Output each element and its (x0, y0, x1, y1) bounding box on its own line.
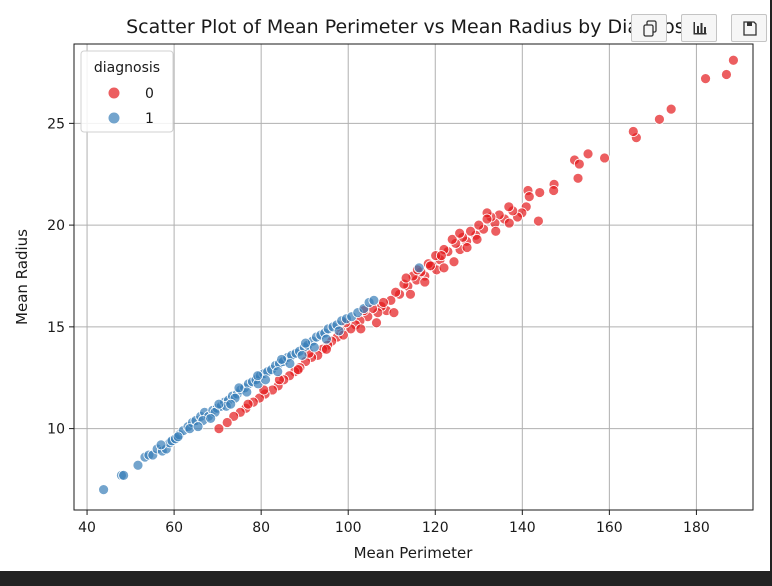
x-tick-label: 140 (509, 520, 536, 536)
scatter-point-diagnosis-0 (728, 54, 739, 66)
copy-button[interactable] (631, 14, 667, 42)
legend-title: diagnosis (94, 60, 160, 76)
scatter-point-diagnosis-1 (98, 484, 109, 496)
scatter-point-diagnosis-0 (228, 410, 240, 422)
legend-box (80, 50, 174, 133)
scatter-point-diagnosis-1 (308, 341, 320, 353)
y-tick-label: 10 (47, 422, 65, 438)
scatter-point-diagnosis-0 (700, 73, 711, 84)
y-axis-label: Mean Radius (13, 229, 31, 325)
legend: diagnosis 0 1 (80, 50, 174, 133)
scatter-point-diagnosis-1 (321, 333, 332, 345)
scatter-point-diagnosis-0 (371, 317, 382, 329)
scatter-point-diagnosis-1 (368, 295, 380, 306)
scatter-point-diagnosis-0 (665, 103, 677, 115)
scatter-point-diagnosis-0 (321, 343, 332, 355)
x-tick-label: 180 (683, 520, 710, 536)
scatter-point-diagnosis-0 (242, 398, 254, 410)
scatter-point-diagnosis-0 (533, 215, 544, 227)
scatter-point-diagnosis-0 (213, 423, 225, 435)
scatter-point-diagnosis-0 (548, 185, 560, 196)
scatter-point-diagnosis-1 (252, 370, 264, 382)
scatter-point-diagnosis-1 (413, 262, 425, 274)
save-button[interactable] (731, 14, 767, 42)
scatter-point-diagnosis-0 (454, 227, 466, 239)
scatter-point-diagnosis-0 (435, 250, 447, 262)
scatter-point-diagnosis-1 (213, 398, 225, 410)
y-axis-ticks: 10 15 20 25 (47, 116, 74, 438)
scatter-point-diagnosis-0 (599, 152, 610, 164)
scatter-point-diagnosis-0 (654, 113, 665, 125)
scatter-point-diagnosis-1 (333, 325, 345, 337)
scatter-point-diagnosis-0 (448, 256, 460, 268)
scatter-point-diagnosis-1 (300, 337, 311, 349)
legend-label-0: 0 (145, 86, 154, 102)
scatter-point-diagnosis-1 (272, 366, 284, 378)
scatter-point-diagnosis-0 (503, 201, 515, 213)
chart-icon (693, 22, 707, 35)
scatter-point-diagnosis-0 (425, 260, 436, 272)
scatter-point-diagnosis-1 (118, 470, 130, 481)
scatter-point-diagnosis-0 (572, 172, 584, 184)
x-tick-label: 100 (335, 520, 362, 536)
scatter-point-diagnosis-0 (438, 262, 450, 274)
scatter-point-diagnosis-0 (473, 219, 485, 231)
x-axis-label: Mean Perimeter (354, 544, 474, 562)
scatter-point-diagnosis-0 (582, 148, 594, 160)
plot-frame (73, 43, 754, 511)
scatter-point-diagnosis-0 (292, 364, 304, 375)
scatter-point-diagnosis-1 (205, 413, 217, 424)
chart-button[interactable] (681, 14, 717, 42)
legend-marker-0 (107, 86, 121, 100)
x-tick-label: 60 (165, 520, 183, 536)
legend-label-1: 1 (145, 111, 154, 127)
data-points (98, 54, 739, 496)
scatter-point-diagnosis-0 (471, 233, 483, 245)
x-tick-label: 80 (252, 520, 270, 536)
scatter-point-diagnosis-0 (721, 69, 732, 80)
legend-marker-1 (107, 111, 121, 125)
scatter-point-diagnosis-0 (465, 225, 476, 237)
scatter-point-diagnosis-0 (523, 191, 535, 203)
scatter-point-diagnosis-0 (221, 417, 233, 428)
save-icon (743, 21, 757, 36)
scatter-point-diagnosis-1 (192, 421, 204, 432)
scatter-point-diagnosis-0 (461, 242, 473, 253)
output-panel: 40 60 80 100 120 140 160 180 10 15 20 25 Scatter P… (0, 0, 770, 571)
scatter-point-diagnosis-1 (172, 431, 184, 443)
x-tick-label: 160 (596, 520, 623, 536)
scatter-point-diagnosis-0 (481, 213, 493, 225)
scatter-point-diagnosis-1 (233, 382, 245, 394)
scatter-point-diagnosis-0 (405, 288, 416, 300)
scatter-point-diagnosis-1 (155, 439, 167, 451)
scatter-point-diagnosis-0 (378, 297, 389, 308)
x-tick-label: 120 (422, 520, 449, 536)
x-tick-label: 40 (78, 520, 96, 536)
scatter-point-diagnosis-0 (388, 307, 400, 319)
chart-title: Scatter Plot of Mean Perimeter vs Mean R… (126, 16, 700, 38)
scatter-point-diagnosis-0 (446, 233, 458, 245)
scatter-point-diagnosis-1 (225, 398, 237, 410)
y-tick-label: 20 (47, 218, 65, 234)
scatter-point-diagnosis-0 (419, 276, 431, 288)
scatter-point-diagnosis-0 (503, 217, 515, 229)
scatter-point-diagnosis-1 (276, 354, 288, 365)
scatter-point-diagnosis-0 (400, 272, 412, 284)
scatter-point-diagnosis-0 (573, 158, 585, 170)
y-tick-label: 15 (47, 320, 65, 336)
x-axis-ticks: 40 60 80 100 120 140 160 180 (78, 510, 710, 536)
scatter-point-diagnosis-1 (132, 459, 144, 471)
copy-icon (643, 20, 657, 37)
scatter-point-diagnosis-0 (390, 286, 402, 298)
scatter-point-diagnosis-0 (490, 225, 502, 237)
y-tick-label: 25 (47, 116, 65, 132)
scatter-point-diagnosis-0 (355, 323, 367, 335)
scatter-point-diagnosis-0 (534, 187, 546, 198)
scatter-point-diagnosis-0 (627, 126, 639, 137)
scatter-point-diagnosis-1 (296, 349, 308, 361)
